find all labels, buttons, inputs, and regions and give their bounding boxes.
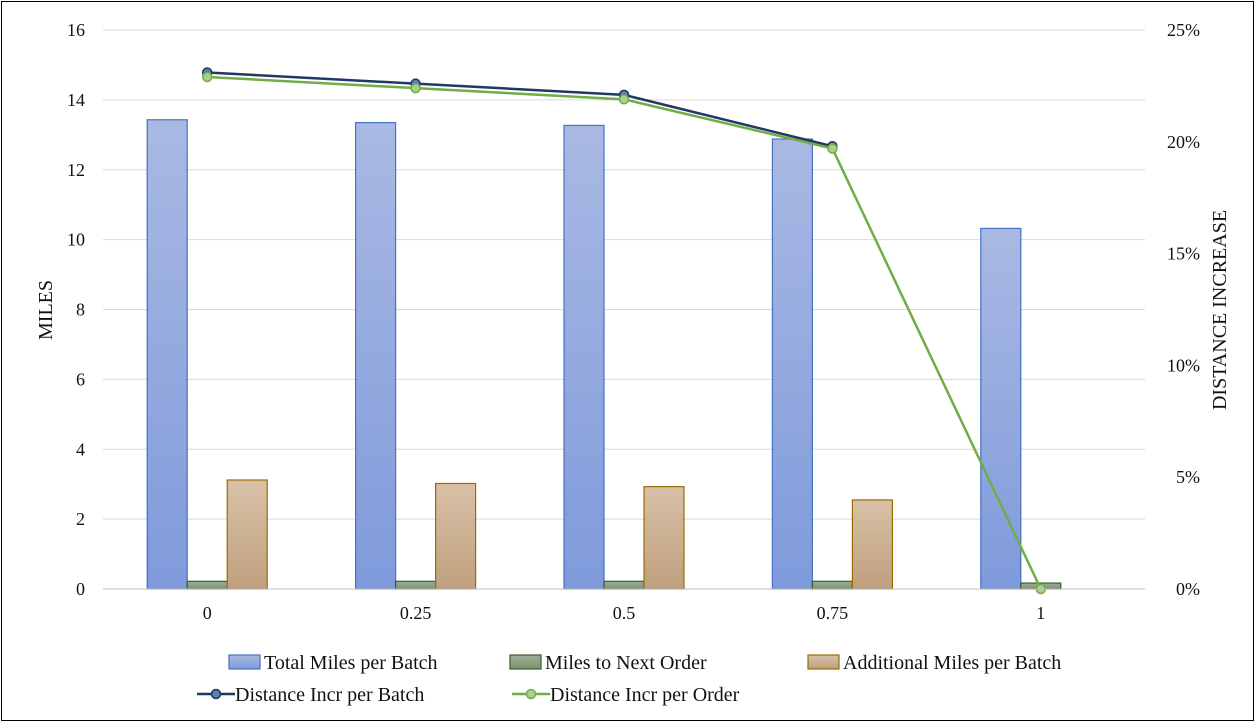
- legend-marker: [525, 688, 537, 700]
- y2-tick-label: 25%: [1167, 20, 1200, 40]
- series-line: [207, 75, 1042, 590]
- legend-swatch: [509, 654, 542, 670]
- x-tick-label: 0.25: [400, 603, 432, 623]
- y-tick-label: 8: [76, 300, 85, 320]
- series-line: [207, 71, 833, 148]
- y-tick-label: 0: [76, 579, 85, 599]
- x-tick-label: 1: [1036, 603, 1045, 623]
- y-tick-label: 2: [76, 509, 85, 529]
- legend-swatch: [228, 654, 261, 670]
- bar: [146, 119, 188, 590]
- bar: [851, 499, 894, 590]
- legend: Total Miles per Batch Miles to Next Order…: [197, 652, 1061, 706]
- bar: [435, 482, 477, 590]
- y-tick-label: 16: [67, 20, 85, 40]
- gridlines: [103, 29, 1145, 520]
- y-axis-title: MILES: [35, 280, 57, 340]
- legend-label: Distance Incr per Batch: [235, 684, 424, 706]
- y-tick-label: 12: [67, 160, 85, 180]
- data-point: [618, 94, 630, 105]
- bar: [395, 580, 437, 590]
- left-axis-ticks: 0 2 4 6 8 10 12 14 16: [67, 20, 85, 599]
- y-tick-label: 14: [67, 90, 85, 110]
- y-tick-label: 4: [76, 439, 85, 459]
- bar: [811, 580, 854, 590]
- bar: [563, 124, 605, 590]
- data-point: [827, 143, 838, 154]
- line-series: [201, 67, 1047, 595]
- y2-axis-title: DISTANCE INCREASE: [1209, 210, 1231, 410]
- legend-swatch: [807, 654, 840, 670]
- y-tick-label: 6: [76, 369, 85, 389]
- bar: [186, 580, 228, 590]
- bar: [226, 479, 268, 590]
- x-tick-label: 0.5: [613, 603, 636, 623]
- right-axis-ticks: 0% 5% 10% 15% 20% 25%: [1167, 20, 1200, 599]
- x-tick-label: 0.75: [817, 603, 849, 623]
- legend-label: Miles to Next Order: [545, 652, 707, 674]
- x-axis-ticks: 0 0.25 0.5 0.75 1: [203, 603, 1046, 623]
- legend-marker: [210, 688, 222, 700]
- y-tick-label: 10: [67, 230, 85, 250]
- bar: [643, 486, 685, 590]
- x-tick-label: 0: [203, 603, 212, 623]
- legend-label: Total Miles per Batch: [264, 652, 438, 674]
- bar: [355, 121, 397, 590]
- y2-tick-label: 15%: [1167, 244, 1200, 264]
- data-point: [410, 82, 421, 94]
- legend-label: Additional Miles per Batch: [843, 652, 1061, 674]
- legend-label: Distance Incr per Order: [550, 684, 740, 706]
- bar: [771, 138, 814, 590]
- y2-tick-label: 5%: [1176, 467, 1200, 487]
- y2-tick-label: 10%: [1167, 355, 1200, 375]
- y2-tick-label: 0%: [1176, 579, 1200, 599]
- data-point: [201, 71, 213, 83]
- bar-series: [146, 119, 1062, 590]
- y2-tick-label: 20%: [1167, 132, 1200, 152]
- bar: [603, 580, 645, 590]
